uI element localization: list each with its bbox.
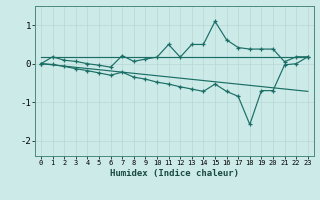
X-axis label: Humidex (Indice chaleur): Humidex (Indice chaleur) <box>110 169 239 178</box>
